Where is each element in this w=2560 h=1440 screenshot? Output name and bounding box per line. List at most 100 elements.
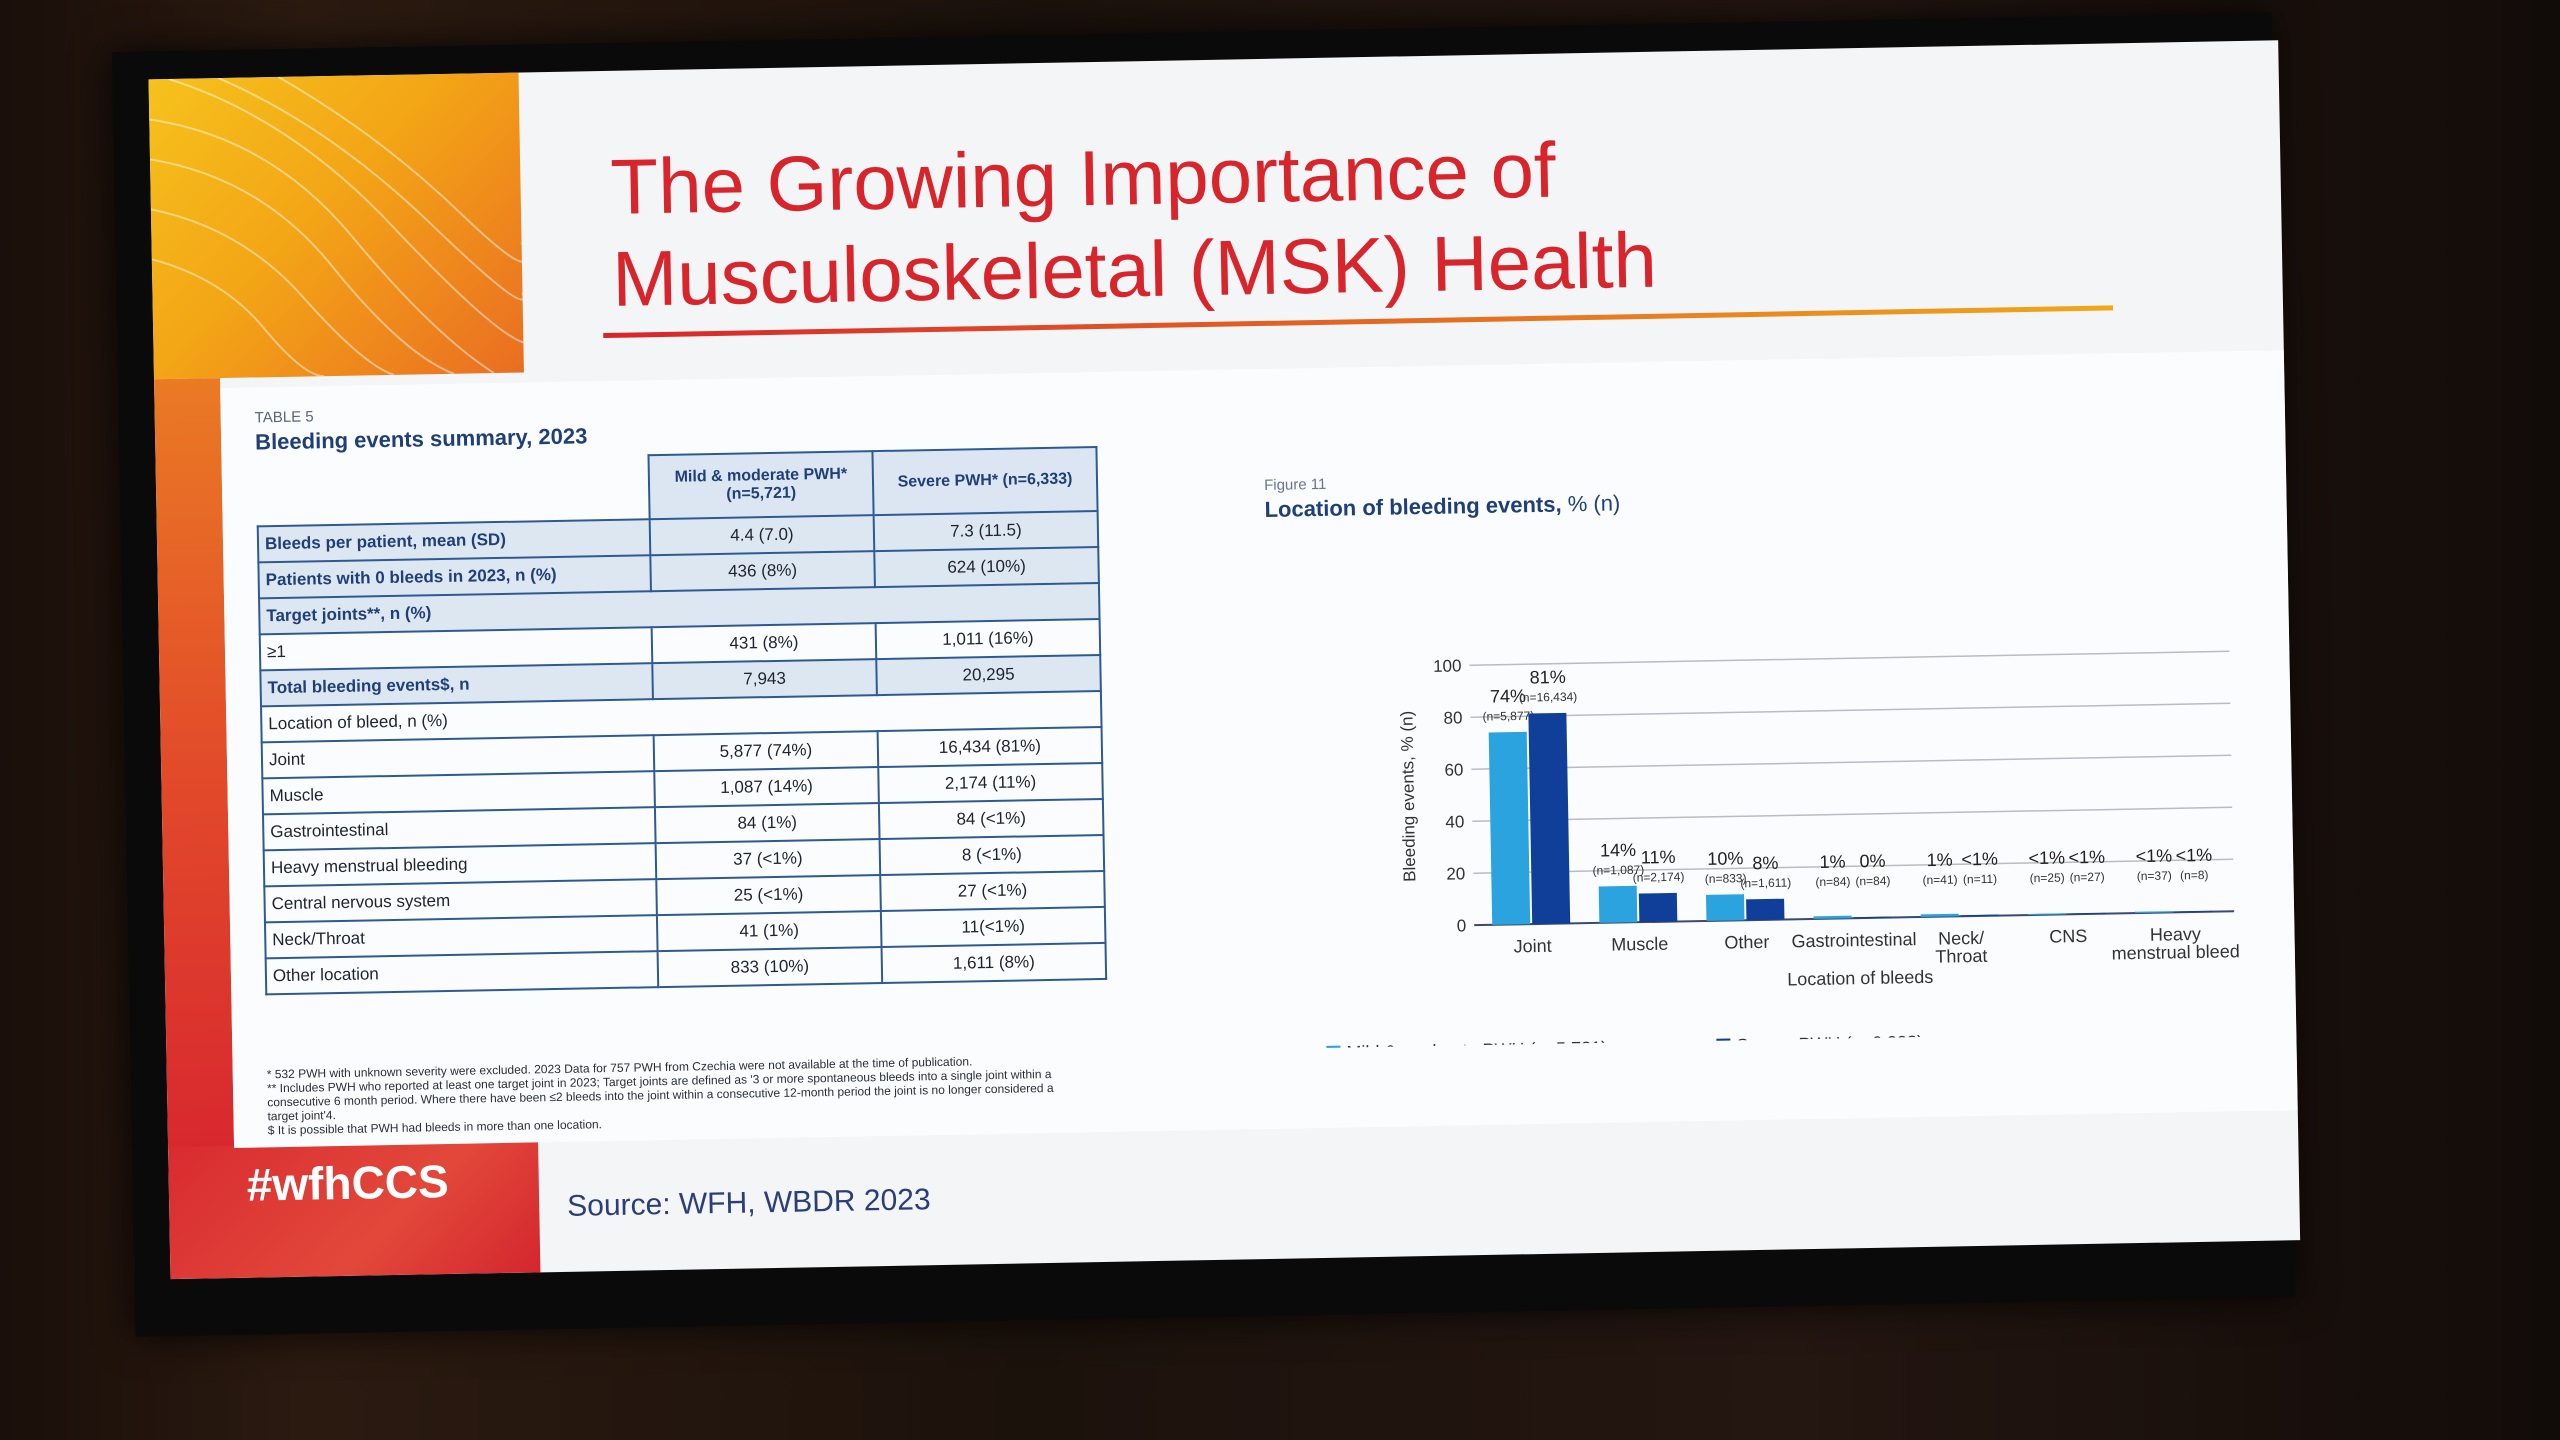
bar-severe [1853,916,1892,919]
cell-severe: 27 (<1%) [880,870,1105,912]
bar-severe [1746,898,1785,921]
data-label-n: (n=8) [2180,868,2209,883]
data-label-n: (n=11) [1963,872,1997,887]
x-tick-label: Heavymenstrual bleed [2111,923,2240,963]
cell-mild-moderate: 5,877 (74%) [653,731,879,772]
source-text: Source: WFH, WBDR 2023 [566,1183,931,1223]
figure-label: Figure 11 [1263,475,1327,494]
gridline [1470,702,2231,718]
cell-severe: 84 (<1%) [878,798,1104,840]
hashtag: #wfhCCS [246,1155,450,1211]
gridline [1473,858,2234,874]
bar-mild-moderate [1920,913,1959,918]
x-tick-label: Joint [1513,936,1551,957]
swirl-lines-decoration [149,76,524,378]
bar-mild-moderate [1488,731,1531,925]
bar-severe [2067,912,2106,915]
data-label-n: (n=41) [1922,873,1957,888]
cell-severe: 11(<1%) [880,906,1106,948]
monitor-bezel: #wfhCCS The Growing Importance of Muscul… [112,12,2301,1337]
title-line-2: Musculoskeletal (MSK) Health [611,215,1658,323]
data-label-percent: <1% [2175,845,2212,866]
row-label: Other location [265,951,659,995]
data-label-n: (n=37) [2137,869,2172,884]
col-header-severe: Severe PWH* (n=6,333) [872,447,1098,516]
table-body: Bleeds per patient, mean (SD) 4.4 (7.0) 7.… [257,511,1107,995]
corner-decoration [148,72,524,380]
x-tick-label: Gastrointestinal [1791,929,1916,951]
data-label-percent: <1% [2028,848,2065,869]
cell-mild-moderate: 25 (<1%) [656,875,881,916]
slide-title: The Growing Importance of Musculoskeleta… [610,122,1658,325]
data-label-n: (n=2,174) [1633,870,1685,885]
data-label-n: (n=16,434) [1519,690,1578,705]
cell-severe: 1,011 (16%) [875,618,1101,660]
y-tick-label: 60 [1444,760,1463,779]
data-label-percent: 14% [1600,840,1636,861]
cell-severe: 2,174 (11%) [878,762,1103,804]
cell-severe: 16,434 (81%) [877,726,1103,768]
bar-mild-moderate [2134,911,2173,914]
x-tick-label: CNS [2049,926,2087,947]
data-label-percent: <1% [2135,846,2172,867]
data-label-percent: 81% [1530,667,1566,688]
cell-severe: 1,611 (8%) [881,942,1107,984]
cell-severe: 20,295 [876,654,1101,696]
data-label-n: (n=5,877) [1482,709,1534,724]
gridline [1471,754,2232,770]
y-tick-label: 0 [1457,916,1467,935]
cell-mild-moderate: 84 (1%) [654,803,880,844]
data-label-percent: 1% [1819,852,1845,872]
cell-mild-moderate: 37 (<1%) [655,839,881,880]
bar-severe [1638,892,1678,923]
data-label-percent: <1% [1961,849,1998,870]
cell-mild-moderate: 7,943 [652,659,877,700]
data-label-percent: 10% [1707,848,1743,869]
cell-mild-moderate: 833 (10%) [657,947,883,988]
x-axis-label: Location of bleeds [1787,967,1933,990]
x-tick-label: Muscle [1611,934,1668,955]
bar-mild-moderate [1706,894,1745,921]
gridline [1469,650,2230,666]
data-label-percent: 11% [1641,847,1676,868]
cell-mild-moderate: 431 (8%) [651,623,877,664]
y-tick-label: 80 [1443,708,1462,727]
bar-severe [2174,910,2213,913]
x-tick-label: Other [1724,932,1769,953]
legend-label: Mild & moderate PWH (n=5,721) [1346,1038,1607,1050]
data-label-n: (n=25) [2030,871,2065,886]
data-label-percent: 1% [1926,850,1952,870]
cell-mild-moderate: 1,087 (14%) [654,767,879,808]
x-tick-label: Neck/Throat [1935,928,1988,967]
bleeding-events-table: Mild & moderate PWH* (n=5,721) Severe PW… [256,446,1108,995]
y-tick-label: 40 [1445,812,1464,831]
bar-mild-moderate [1813,915,1852,919]
figure-caption-unit: % (n) [1567,490,1621,517]
data-label-percent: 8% [1752,853,1778,873]
col-header-mild-moderate: Mild & moderate PWH* (n=5,721) [648,451,874,520]
data-label-percent: 0% [1859,851,1885,871]
data-label-percent: 74% [1490,686,1526,707]
bar-severe [1528,712,1571,925]
y-axis-label: Bleeding events, % (n) [1397,711,1419,882]
table-footnotes: * 532 PWH with unknown severity were exc… [267,1053,1058,1137]
data-label-n: (n=27) [2070,870,2105,885]
data-label-n: (n=1,611) [1740,876,1791,891]
cell-severe: 7.3 (11.5) [873,511,1099,552]
bar-mild-moderate [1598,885,1638,923]
data-label-percent: <1% [2068,847,2105,868]
figure-caption-text: Location of bleeding events, [1264,491,1562,522]
data-label-n: (n=1,087) [1592,863,1644,878]
y-tick-label: 100 [1433,656,1462,676]
data-label-n: (n=84) [1815,874,1850,889]
cell-mild-moderate: 41 (1%) [656,911,882,952]
bar-severe [1960,914,1999,917]
y-tick-label: 20 [1446,864,1465,883]
slide: #wfhCCS The Growing Importance of Muscul… [148,40,2301,1280]
cell-mild-moderate: 4.4 (7.0) [649,515,875,556]
table-label: TABLE 5 [254,408,314,427]
table-corner [257,455,650,526]
cell-severe: 8 (<1%) [879,834,1105,876]
data-label-n: (n=833) [1705,871,1747,886]
